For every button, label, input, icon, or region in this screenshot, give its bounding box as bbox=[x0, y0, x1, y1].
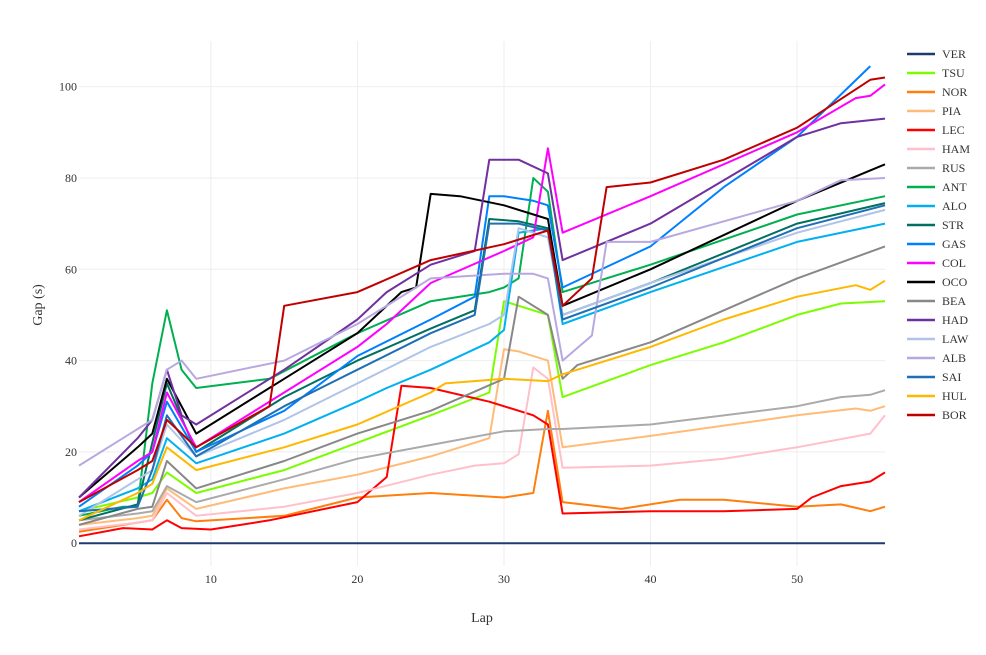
legend-item-law[interactable]: LAW bbox=[907, 332, 969, 346]
legend-label: STR bbox=[942, 218, 964, 232]
legend-item-had[interactable]: HAD bbox=[907, 313, 968, 327]
x-tick-label: 30 bbox=[498, 572, 510, 586]
legend-label: LEC bbox=[942, 123, 965, 137]
legend-item-alb[interactable]: ALB bbox=[907, 351, 966, 365]
series-line-alo bbox=[78, 222, 886, 513]
legend-item-str[interactable]: STR bbox=[907, 218, 964, 232]
series-line-hul bbox=[78, 279, 886, 522]
series-line-bea bbox=[78, 245, 886, 526]
legend-item-oco[interactable]: OCO bbox=[907, 275, 968, 289]
legend-item-nor[interactable]: NOR bbox=[907, 85, 967, 99]
legend-item-bea[interactable]: BEA bbox=[907, 294, 966, 308]
legend-label: HUL bbox=[942, 389, 967, 403]
legend-label: TSU bbox=[942, 66, 965, 80]
legend-item-rus[interactable]: RUS bbox=[907, 161, 965, 175]
legend-item-alo[interactable]: ALO bbox=[907, 199, 967, 213]
legend-label: ALO bbox=[942, 199, 967, 213]
legend-item-lec[interactable]: LEC bbox=[907, 123, 965, 137]
legend-item-ham[interactable]: HAM bbox=[907, 142, 970, 156]
legend-item-pia[interactable]: PIA bbox=[907, 104, 962, 118]
legend-label: BOR bbox=[942, 408, 967, 422]
series-line-tsu bbox=[78, 300, 886, 513]
y-tick-label: 40 bbox=[65, 354, 77, 368]
y-tick-label: 100 bbox=[59, 80, 77, 94]
legend-item-ver[interactable]: VER bbox=[907, 47, 966, 61]
series-line-alb bbox=[78, 177, 886, 467]
legend-item-gas[interactable]: GAS bbox=[907, 237, 966, 251]
y-tick-label: 20 bbox=[65, 445, 77, 459]
series-line-ant bbox=[78, 177, 886, 517]
legend-item-ant[interactable]: ANT bbox=[907, 180, 967, 194]
y-tick-label: 0 bbox=[71, 536, 77, 550]
legend-label: RUS bbox=[942, 161, 965, 175]
legend-label: LAW bbox=[942, 332, 969, 346]
series-line-law bbox=[78, 208, 886, 517]
y-tick-label: 80 bbox=[65, 171, 77, 185]
series-line-gas bbox=[78, 65, 871, 508]
legend-label: PIA bbox=[942, 104, 962, 118]
x-tick-label: 50 bbox=[791, 572, 803, 586]
legend-label: OCO bbox=[942, 275, 968, 289]
legend-label: ANT bbox=[942, 180, 967, 194]
series-lines bbox=[78, 65, 886, 545]
x-axis-label: Lap bbox=[471, 611, 493, 626]
legend-label: VER bbox=[942, 47, 966, 61]
series-line-nor bbox=[78, 409, 886, 533]
x-tick-label: 40 bbox=[645, 572, 657, 586]
y-axis-label: Gap (s) bbox=[31, 284, 46, 326]
legend-item-bor[interactable]: BOR bbox=[907, 408, 967, 422]
legend-label: HAD bbox=[942, 313, 968, 327]
series-line-rus bbox=[78, 389, 886, 522]
legend-label: ALB bbox=[942, 351, 966, 365]
legend-item-hul[interactable]: HUL bbox=[907, 389, 967, 403]
x-axis-ticks: 10 20 30 40 50 bbox=[205, 572, 803, 586]
x-tick-label: 20 bbox=[351, 572, 363, 586]
legend-item-tsu[interactable]: TSU bbox=[907, 66, 965, 80]
series-line-col bbox=[78, 83, 886, 503]
legend-item-sai[interactable]: SAI bbox=[907, 370, 961, 384]
y-tick-label: 60 bbox=[65, 262, 77, 276]
x-tick-label: 10 bbox=[205, 572, 217, 586]
legend-label: GAS bbox=[942, 237, 966, 251]
series-line-oco bbox=[78, 163, 886, 499]
y-axis-ticks: 0 20 40 60 80 100 bbox=[59, 80, 77, 551]
series-line-pia bbox=[78, 348, 886, 526]
series-line-ham bbox=[78, 366, 886, 531]
legend-label: NOR bbox=[942, 85, 967, 99]
legend-label: COL bbox=[942, 256, 966, 270]
legend-label: BEA bbox=[942, 294, 966, 308]
legend-label: HAM bbox=[942, 142, 970, 156]
legend: VER TSU NOR PIA LEC HAM RUS ANT ALO STR GAS COL OCO B… bbox=[907, 47, 970, 422]
legend-item-col[interactable]: COL bbox=[907, 256, 966, 270]
legend-label: SAI bbox=[942, 370, 961, 384]
series-line-bor bbox=[78, 76, 886, 503]
series-line-lec bbox=[78, 384, 886, 538]
